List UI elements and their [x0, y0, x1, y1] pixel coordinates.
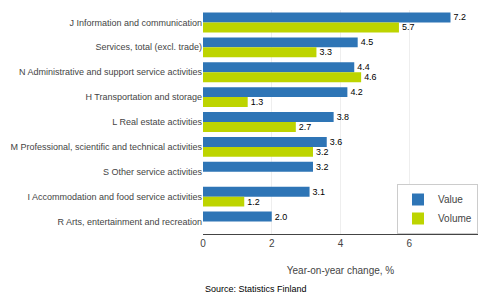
- svg-text:1.2: 1.2: [247, 197, 259, 207]
- svg-text:3.1: 3.1: [313, 187, 325, 197]
- svg-text:J Information and communicatio: J Information and communication: [69, 18, 202, 28]
- svg-text:3.3: 3.3: [319, 47, 331, 57]
- svg-text:7.2: 7.2: [454, 12, 466, 22]
- svg-text:5.7: 5.7: [402, 22, 414, 32]
- svg-text:I Accommodation and food servi: I Accommodation and food service activit…: [27, 192, 202, 202]
- svg-text:Value: Value: [438, 194, 463, 205]
- svg-text:2.7: 2.7: [299, 122, 311, 132]
- svg-text:3.2: 3.2: [316, 162, 328, 172]
- svg-text:L Real estate activities: L Real estate activities: [112, 117, 202, 127]
- svg-text:Volume: Volume: [438, 213, 472, 224]
- svg-text:3.2: 3.2: [316, 147, 328, 157]
- svg-text:2: 2: [269, 238, 275, 249]
- svg-text:Source: Statistics Finland: Source: Statistics Finland: [205, 284, 307, 294]
- svg-text:3.6: 3.6: [330, 137, 342, 147]
- svg-text:4.2: 4.2: [350, 87, 362, 97]
- svg-text:Year-on-year change, %: Year-on-year change, %: [287, 265, 395, 276]
- svg-text:1.3: 1.3: [251, 97, 263, 107]
- svg-text:4.5: 4.5: [361, 37, 373, 47]
- svg-text:3.8: 3.8: [337, 112, 349, 122]
- svg-text:Services, total (excl. trade): Services, total (excl. trade): [95, 42, 202, 52]
- svg-text:M Professional, scientific and: M Professional, scientific and technical…: [10, 142, 202, 152]
- svg-text:4: 4: [338, 238, 344, 249]
- svg-text:6: 6: [406, 238, 412, 249]
- svg-text:0: 0: [200, 238, 206, 249]
- svg-text:N Administrative and support s: N Administrative and support service act…: [19, 67, 203, 77]
- svg-text:4.6: 4.6: [364, 72, 376, 82]
- svg-text:R Arts, entertainment and recr: R Arts, entertainment and recreation: [57, 217, 202, 227]
- svg-text:S Other service activities: S Other service activities: [103, 167, 203, 177]
- svg-text:H Transportation and storage: H Transportation and storage: [85, 92, 202, 102]
- svg-text:4.4: 4.4: [357, 62, 369, 72]
- svg-text:2.0: 2.0: [275, 212, 287, 222]
